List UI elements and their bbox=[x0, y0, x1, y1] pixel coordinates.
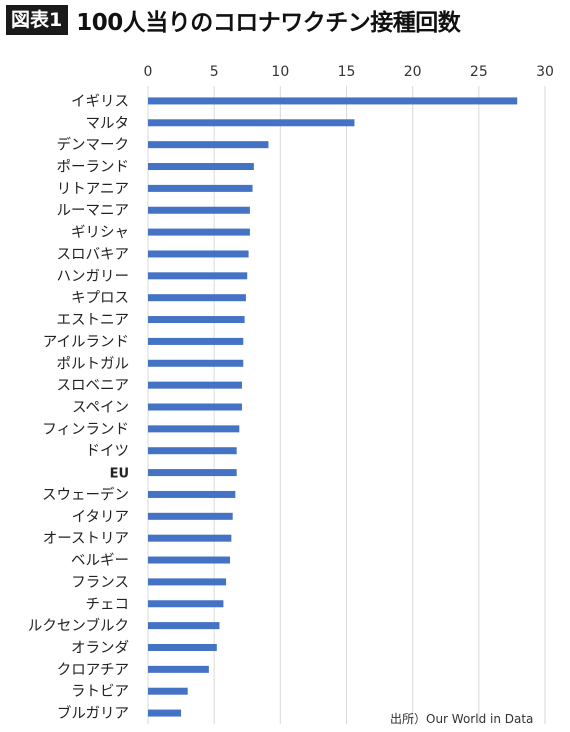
category-label: アイルランド bbox=[43, 334, 129, 350]
x-tick-label: 30 bbox=[536, 64, 554, 80]
bar bbox=[148, 141, 269, 149]
category-label: EU bbox=[110, 467, 129, 482]
bar bbox=[148, 709, 182, 717]
bar bbox=[148, 512, 233, 520]
bar bbox=[148, 622, 220, 630]
bar bbox=[148, 316, 245, 324]
category-label: ポーランド bbox=[57, 159, 130, 176]
x-tick-label: 25 bbox=[470, 64, 488, 80]
bar bbox=[148, 665, 209, 673]
category-label: スロバキア bbox=[57, 247, 130, 263]
category-label: キプロス bbox=[71, 290, 129, 307]
category-label: スウェーデン bbox=[42, 485, 129, 503]
bar bbox=[148, 643, 217, 651]
bar bbox=[148, 206, 250, 214]
figure-header: 図表1 100人当りのコロナワクチン接種回数 bbox=[6, 4, 461, 36]
bar bbox=[148, 687, 188, 695]
bar bbox=[148, 425, 240, 433]
category-label: クロアチア bbox=[57, 661, 129, 678]
bar bbox=[148, 272, 248, 280]
bar bbox=[148, 184, 253, 192]
category-label: ハンガリー bbox=[57, 268, 130, 285]
bar bbox=[148, 337, 244, 345]
bar bbox=[148, 250, 249, 258]
bar bbox=[148, 534, 232, 542]
category-label: ラトビア bbox=[71, 683, 129, 700]
bar bbox=[148, 578, 227, 586]
category-label: イタリア bbox=[72, 508, 129, 525]
figure-label-badge: 図表1 bbox=[6, 5, 69, 35]
category-label: フィンランド bbox=[42, 422, 129, 438]
source-note: 出所）Our World in Data bbox=[390, 712, 534, 726]
bar bbox=[148, 97, 518, 105]
category-label: イギリス bbox=[71, 93, 129, 110]
category-label: オーストリア bbox=[43, 531, 129, 547]
x-tick-label: 5 bbox=[210, 64, 219, 80]
category-label: フランス bbox=[71, 575, 129, 591]
category-label: ベルギー bbox=[71, 552, 129, 569]
bar bbox=[148, 447, 237, 455]
bar bbox=[148, 119, 355, 127]
category-label: スペイン bbox=[72, 400, 129, 416]
chart-title: 100人当りのコロナワクチン接種回数 bbox=[76, 10, 461, 36]
category-label: リトアニア bbox=[57, 181, 129, 197]
bar bbox=[148, 403, 242, 411]
x-tick-label: 10 bbox=[271, 64, 289, 80]
category-label: ブルガリア bbox=[57, 704, 129, 722]
bar bbox=[148, 469, 237, 477]
category-label: デンマーク bbox=[57, 136, 130, 154]
bar bbox=[148, 556, 231, 564]
x-tick-label: 20 bbox=[404, 64, 422, 80]
bar bbox=[148, 600, 224, 608]
category-label: ルーマニア bbox=[57, 203, 130, 219]
category-label: マルタ bbox=[86, 115, 130, 132]
category-label: ポルトガル bbox=[57, 355, 130, 372]
category-label: ドイツ bbox=[86, 444, 130, 460]
bar bbox=[148, 490, 236, 498]
bar bbox=[148, 359, 244, 367]
category-label: ルクセンブルク bbox=[28, 617, 129, 635]
bar bbox=[148, 228, 250, 236]
bar bbox=[148, 163, 254, 171]
category-label: スロベニア bbox=[57, 378, 130, 394]
category-label: チェコ bbox=[86, 597, 130, 613]
x-tick-label: 0 bbox=[144, 64, 153, 80]
category-label: ギリシャ bbox=[71, 224, 129, 241]
bar bbox=[148, 294, 246, 302]
bar bbox=[148, 381, 242, 389]
category-label: エストニア bbox=[57, 313, 130, 329]
category-label: オランダ bbox=[71, 639, 129, 656]
x-tick-label: 15 bbox=[338, 64, 356, 80]
